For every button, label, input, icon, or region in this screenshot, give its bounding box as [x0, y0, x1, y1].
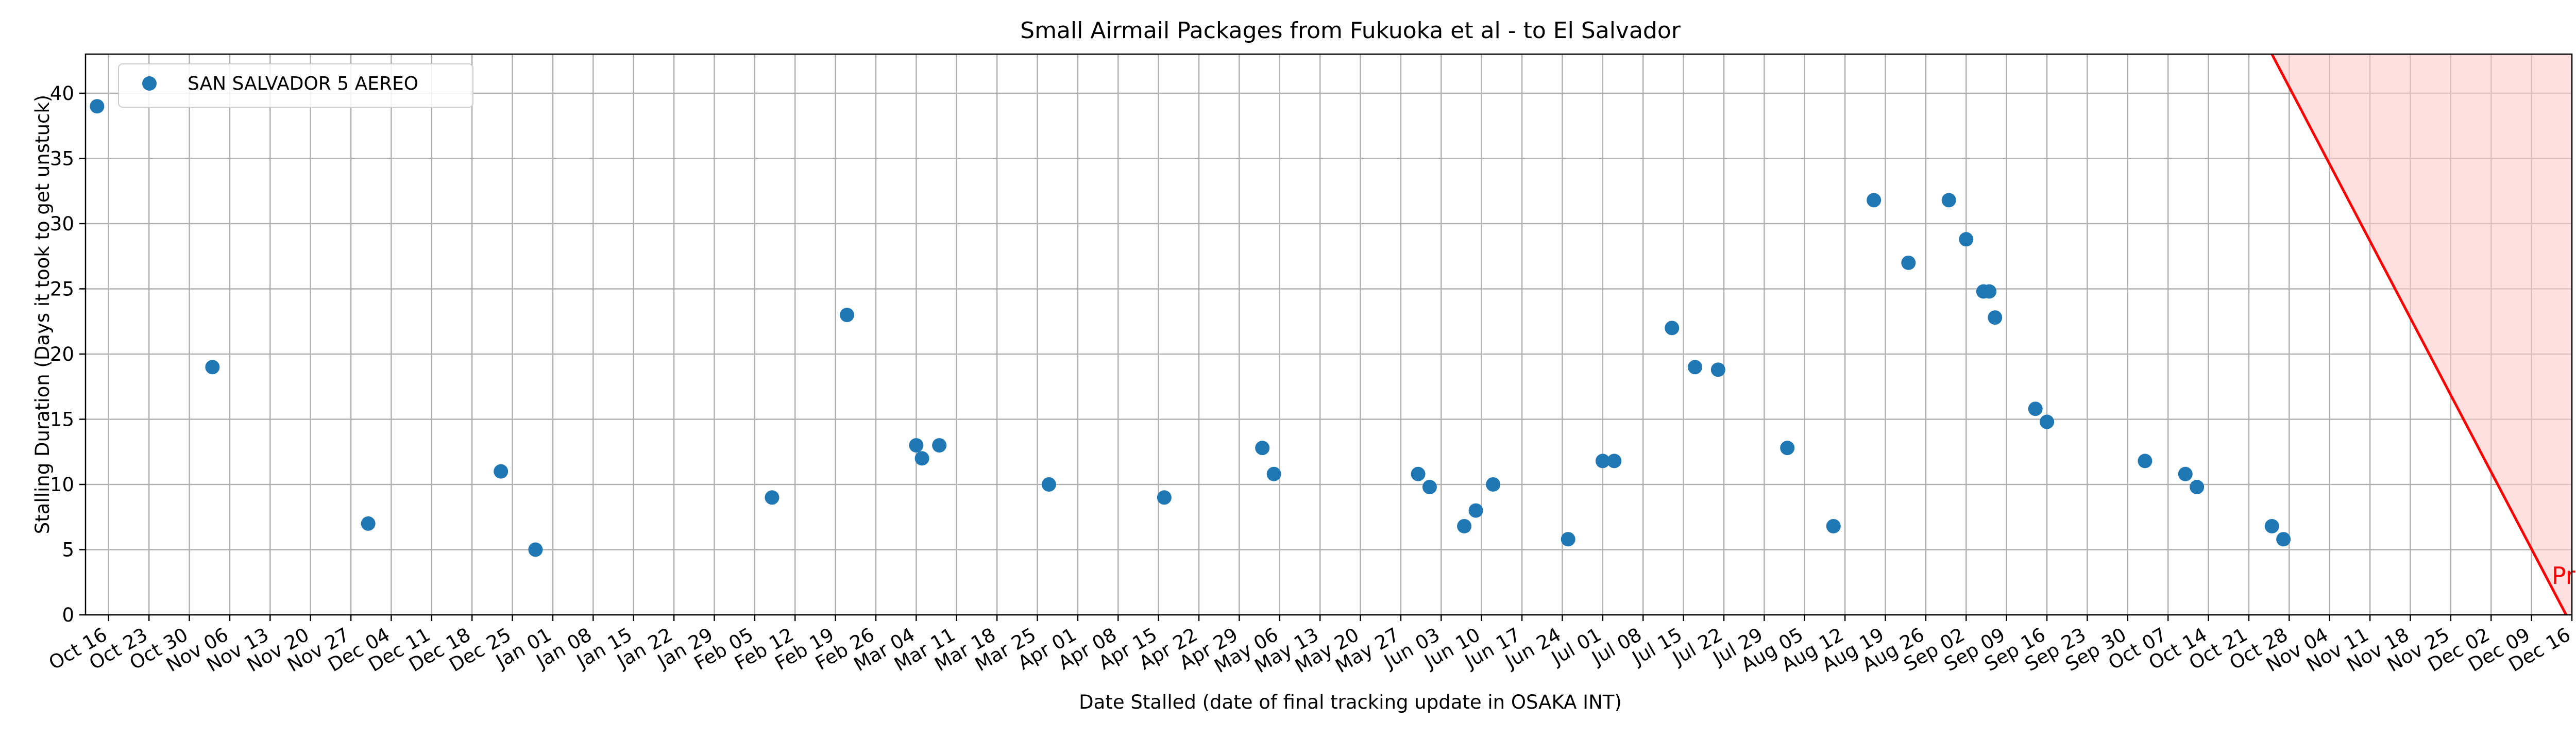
data-point [90, 99, 105, 114]
data-point [1780, 441, 1795, 456]
data-point [205, 360, 220, 375]
legend-marker [142, 76, 157, 91]
data-point [1959, 232, 1974, 247]
data-point [1982, 284, 1997, 299]
data-point [909, 438, 924, 453]
data-point [1255, 441, 1270, 456]
data-point [765, 490, 779, 505]
data-point [1595, 454, 1610, 468]
data-point [932, 438, 947, 453]
data-point [2178, 466, 2193, 481]
y-axis-label: Stalling Duration (Days it took to get u… [31, 95, 54, 534]
legend-box [118, 63, 473, 108]
data-point [1411, 466, 1426, 481]
data-point [1041, 477, 1056, 492]
present-line [2270, 53, 2568, 616]
data-point [1266, 466, 1281, 481]
data-point [1486, 477, 1501, 492]
data-point [494, 464, 509, 479]
data-point [2138, 454, 2153, 468]
y-tick-label: 15 [50, 408, 74, 430]
data-point [1561, 532, 1575, 547]
y-tick-label: 10 [50, 474, 74, 496]
data-point [1457, 518, 1472, 533]
data-point [2028, 401, 2043, 416]
data-point [2040, 414, 2055, 429]
chart-title: Small Airmail Packages from Fukuoka et a… [1020, 18, 1681, 44]
data-point [1607, 454, 1622, 468]
legend-entry: SAN SALVADOR 5 AEREO [188, 73, 418, 94]
y-tick-label: 40 [50, 82, 74, 105]
data-point [1710, 362, 1725, 377]
data-point [2190, 480, 2205, 495]
data-point [1665, 321, 1680, 336]
data-point [914, 451, 929, 466]
x-axis-label: Date Stalled (date of final tracking upd… [1079, 691, 1622, 713]
data-point [1468, 503, 1483, 518]
legend: SAN SALVADOR 5 AEREO [118, 63, 473, 108]
y-axis: 0 5 10 15 20 25 30 35 40 [50, 82, 86, 626]
data-point [1157, 490, 1172, 505]
data-points [90, 99, 2291, 557]
y-tick-label: 30 [50, 213, 74, 235]
data-point [1826, 518, 1841, 533]
plot-frame [84, 53, 2573, 616]
y-tick-label: 35 [50, 147, 74, 170]
data-point [1901, 255, 1916, 270]
data-point [1941, 193, 1956, 208]
data-point [1688, 360, 1703, 375]
data-point [1988, 310, 2003, 325]
y-tick-label: 20 [50, 343, 74, 365]
data-point [2276, 532, 2291, 547]
data-point [1422, 480, 1437, 495]
y-tick-label: 0 [62, 604, 74, 626]
y-tick-label: 25 [50, 278, 74, 300]
data-point [528, 542, 543, 557]
y-tick-label: 5 [62, 539, 74, 561]
data-point [840, 308, 855, 323]
data-point [1867, 193, 1882, 208]
data-point [2264, 518, 2279, 533]
data-point [361, 516, 376, 531]
